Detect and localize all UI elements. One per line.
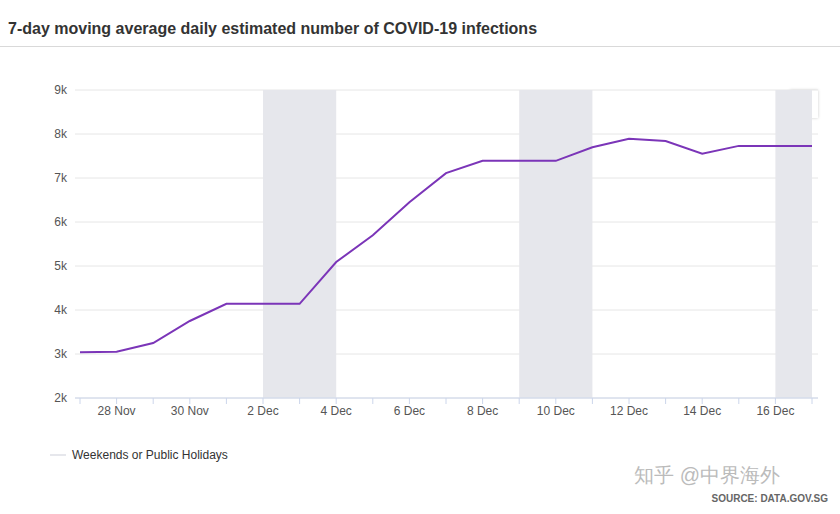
svg-text:12 Dec: 12 Dec <box>610 404 648 418</box>
html-text:Weekends or Public Holidays: Weekends or Public Holidays <box>72 448 228 462</box>
svg-text:4 Dec: 4 Dec <box>321 404 352 418</box>
svg-text:8 Dec: 8 Dec <box>467 404 498 418</box>
svg-text:9k: 9k <box>54 83 68 97</box>
svg-text:28 Nov: 28 Nov <box>98 404 136 418</box>
html-text:7-day moving average daily est: 7-day moving average daily estimated num… <box>8 20 537 37</box>
svg-text:30 Nov: 30 Nov <box>171 404 209 418</box>
svg-text:3k: 3k <box>54 347 68 361</box>
svg-text:2 Dec: 2 Dec <box>247 404 278 418</box>
svg-text:6 Dec: 6 Dec <box>394 404 425 418</box>
svg-text:5k: 5k <box>54 259 68 273</box>
html-text:知乎 @中界海外: 知乎 @中界海外 <box>634 464 780 486</box>
svg-text:2k: 2k <box>54 391 68 405</box>
svg-text:10 Dec: 10 Dec <box>537 404 575 418</box>
html-text:SOURCE: DATA.GOV.SG: SOURCE: DATA.GOV.SG <box>711 493 828 504</box>
svg-text:8k: 8k <box>54 127 68 141</box>
svg-text:7k: 7k <box>54 171 68 185</box>
svg-text:6k: 6k <box>54 215 68 229</box>
svg-text:4k: 4k <box>54 303 68 317</box>
svg-text:16 Dec: 16 Dec <box>756 404 794 418</box>
svg-text:14 Dec: 14 Dec <box>683 404 721 418</box>
